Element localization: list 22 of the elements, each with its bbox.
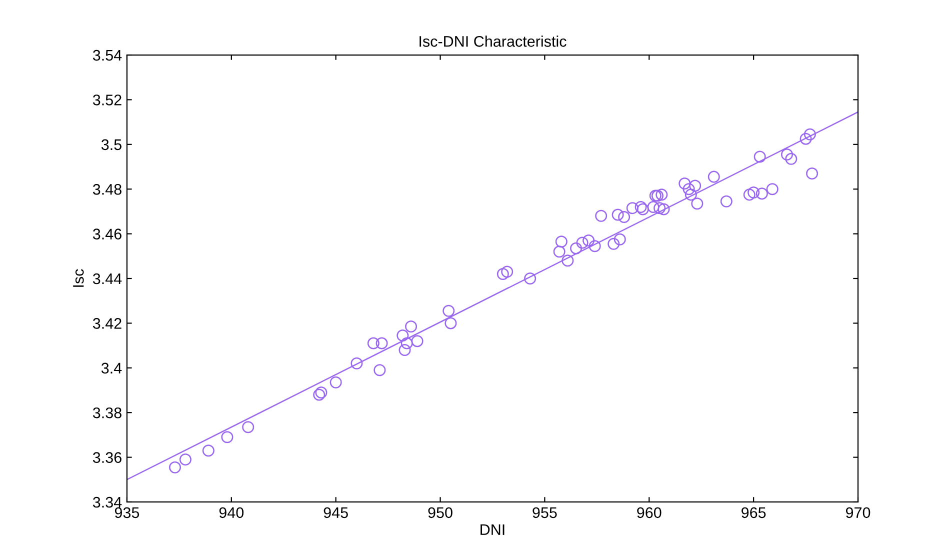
y-axis-title: Isc — [73, 269, 84, 287]
y-tick-label: 3.48 — [92, 184, 122, 195]
y-tick-label: 3.36 — [92, 452, 122, 463]
x-tick-label: 965 — [742, 507, 766, 518]
chart-title: Isc-DNI Characteristic — [420, 36, 566, 47]
y-tick-label: 3.54 — [92, 50, 122, 61]
x-axis-title: DNI — [480, 524, 504, 535]
y-tick-label: 3.38 — [92, 407, 122, 418]
x-tick-label: 950 — [428, 507, 452, 518]
y-tick-label: 3.4 — [101, 362, 122, 374]
x-tick-label: 940 — [219, 507, 244, 518]
y-tick-label: 3.46 — [92, 228, 122, 240]
x-tick-label: 935 — [114, 507, 140, 518]
x-tick-label: 945 — [324, 507, 348, 518]
y-tick-label: 3.42 — [92, 318, 122, 329]
y-tick-label: 3.44 — [92, 273, 122, 284]
x-tick-label: 960 — [637, 507, 662, 518]
x-tick-label: 955 — [532, 507, 557, 518]
y-tick-label: 3.34 — [92, 496, 122, 508]
x-tick-label: 970 — [846, 507, 870, 518]
y-tick-label: 3.5 — [101, 139, 122, 150]
y-tick-label: 3.52 — [92, 94, 122, 106]
